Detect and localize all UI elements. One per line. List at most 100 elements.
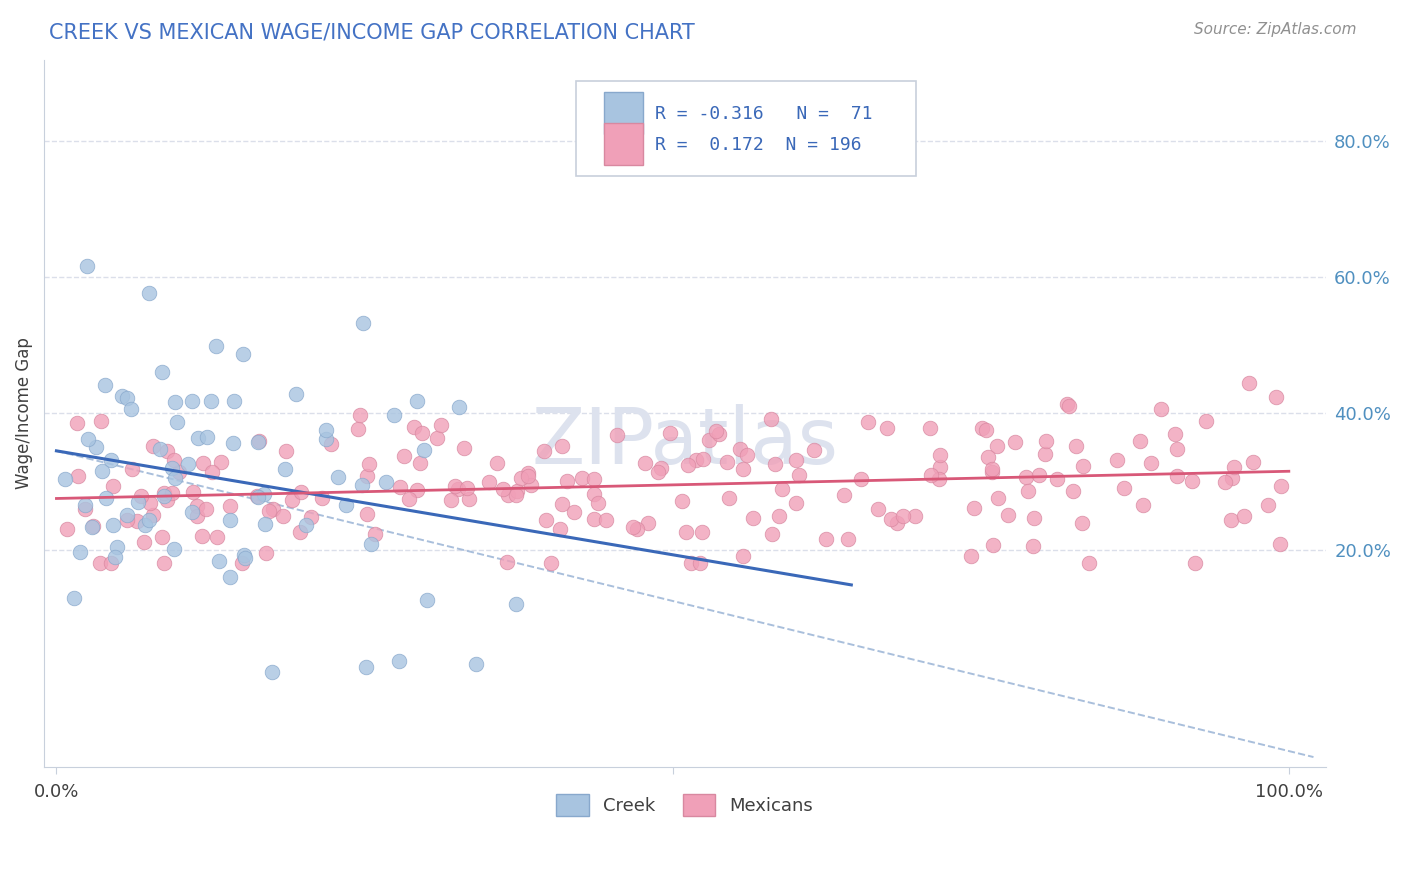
Point	[352, 316, 374, 330]
Point	[449, 401, 471, 415]
Point	[718, 491, 741, 506]
Point	[84, 440, 107, 454]
Point	[1166, 469, 1188, 483]
Point	[1223, 459, 1246, 474]
Point	[606, 428, 628, 442]
Point	[73, 498, 96, 512]
Point	[980, 465, 1002, 479]
Point	[219, 499, 242, 513]
Point	[315, 432, 337, 446]
Point	[1215, 475, 1237, 489]
Point	[1071, 516, 1094, 531]
Point	[1056, 397, 1078, 411]
Point	[335, 498, 357, 512]
Point	[221, 435, 243, 450]
Point	[262, 665, 284, 679]
Point	[356, 507, 378, 521]
Point	[728, 442, 751, 456]
Point	[505, 483, 527, 498]
Point	[837, 533, 859, 547]
Point	[181, 484, 204, 499]
Point	[299, 510, 322, 524]
Point	[160, 486, 183, 500]
Point	[152, 486, 174, 500]
Point	[509, 471, 531, 485]
Point	[1132, 498, 1154, 512]
Point	[516, 467, 538, 481]
Point	[274, 462, 297, 476]
Point	[1149, 402, 1171, 417]
Point	[868, 502, 890, 516]
Point	[588, 496, 610, 510]
Point	[166, 415, 188, 429]
Point	[1022, 540, 1045, 554]
Point	[142, 439, 165, 453]
Point	[583, 512, 606, 526]
Point	[1184, 556, 1206, 570]
Point	[582, 471, 605, 485]
Point	[456, 481, 478, 495]
Point	[856, 415, 879, 429]
Point	[253, 517, 276, 532]
Legend: Creek, Mexicans: Creek, Mexicans	[547, 785, 823, 825]
Point	[247, 490, 270, 504]
Point	[115, 391, 138, 405]
Point	[132, 534, 155, 549]
Point	[246, 489, 269, 503]
Point	[290, 485, 312, 500]
Point	[520, 477, 543, 491]
Point	[929, 448, 952, 462]
Point	[90, 414, 112, 428]
Point	[426, 432, 449, 446]
Point	[637, 516, 659, 530]
Point	[76, 259, 98, 273]
Point	[121, 462, 143, 476]
Point	[785, 453, 807, 467]
Point	[406, 483, 429, 497]
Point	[1220, 513, 1243, 527]
Point	[222, 394, 245, 409]
Point	[149, 442, 172, 456]
Point	[200, 394, 222, 409]
Point	[1035, 434, 1057, 449]
Point	[548, 522, 571, 536]
Point	[741, 510, 763, 524]
Point	[1164, 427, 1187, 442]
Point	[731, 462, 754, 476]
Point	[247, 435, 270, 450]
Point	[56, 522, 79, 536]
Point	[658, 425, 681, 440]
Point	[360, 537, 382, 551]
Point	[960, 549, 983, 563]
Point	[180, 505, 202, 519]
Point	[233, 550, 256, 565]
Y-axis label: Wage/Income Gap: Wage/Income Gap	[15, 337, 32, 490]
Point	[1064, 439, 1087, 453]
Point	[156, 493, 179, 508]
Point	[1257, 498, 1279, 512]
Point	[1062, 483, 1084, 498]
Point	[350, 478, 373, 492]
Text: R = -0.316   N =  71: R = -0.316 N = 71	[655, 105, 873, 123]
Point	[195, 430, 218, 444]
Point	[416, 593, 439, 607]
Point	[77, 432, 100, 446]
Point	[152, 556, 174, 570]
Point	[129, 489, 152, 503]
Point	[981, 538, 1004, 552]
Point	[675, 524, 697, 539]
Point	[1140, 456, 1163, 470]
Point	[156, 444, 179, 458]
Point	[1057, 399, 1080, 413]
Point	[761, 526, 783, 541]
Point	[194, 502, 217, 516]
Point	[284, 387, 307, 401]
Text: ZIPatlas: ZIPatlas	[531, 404, 838, 480]
Point	[247, 434, 270, 449]
Point	[94, 491, 117, 506]
Point	[356, 469, 378, 483]
Point	[176, 457, 198, 471]
Point	[650, 461, 672, 475]
Point	[453, 441, 475, 455]
Point	[326, 470, 349, 484]
